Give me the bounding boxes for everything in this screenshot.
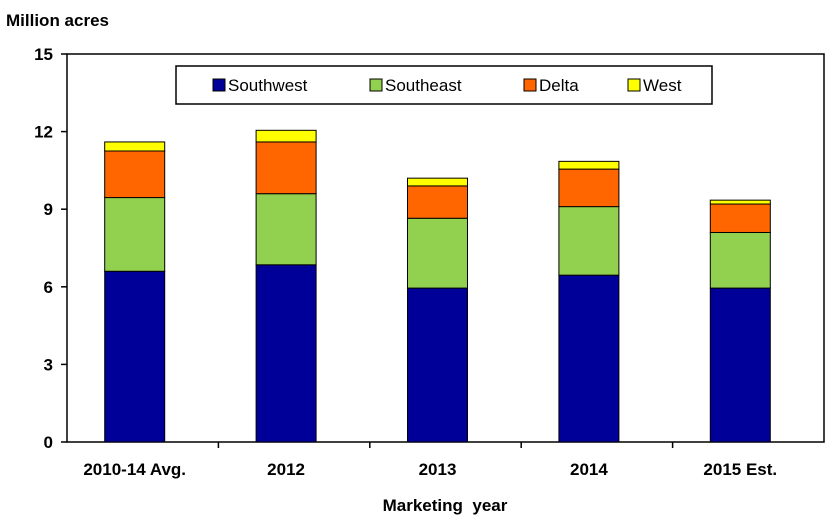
- x-tick-label: 2014: [570, 460, 608, 479]
- bar-segment-southeast: [558, 206, 620, 276]
- bar-segment-southwest: [407, 287, 468, 443]
- bar-segment-delta: [104, 150, 166, 199]
- y-axis-title: Million acres: [6, 11, 109, 30]
- bar-segment-west: [104, 141, 166, 152]
- legend-label-southeast: Southeast: [385, 76, 462, 95]
- y-tick-label: 0: [44, 433, 53, 452]
- bar-segment-southwest: [709, 287, 771, 443]
- bar-segment-delta: [558, 168, 620, 208]
- x-tick-label: 2015 Est.: [703, 460, 777, 479]
- bar-segment-southwest: [104, 270, 166, 443]
- bar-segment-west: [709, 199, 771, 205]
- y-tick-label: 9: [44, 200, 53, 219]
- bars-layer: [104, 129, 771, 443]
- y-axis-ticks: 0 3 6 9 12 15: [34, 45, 67, 452]
- legend-swatch-southeast: [369, 78, 383, 92]
- legend-swatch-delta: [523, 78, 537, 92]
- legend-label-delta: Delta: [539, 76, 579, 95]
- bar-segment-delta: [255, 141, 317, 195]
- x-tick-label: 2010-14 Avg.: [83, 460, 186, 479]
- legend-label-west: West: [643, 76, 682, 95]
- bar-segment-southwest: [558, 274, 620, 443]
- y-tick-label: 12: [34, 123, 53, 142]
- x-tick-label: 2013: [419, 460, 457, 479]
- bar-segment-southeast: [104, 197, 166, 272]
- x-axis-title: Marketing year: [383, 496, 508, 515]
- bar-segment-southeast: [255, 193, 317, 266]
- bar-segment-southeast: [709, 231, 771, 289]
- bar-segment-west: [407, 177, 468, 187]
- y-tick-label: 15: [34, 45, 53, 64]
- x-axis-ticks: 2010-14 Avg. 2012 2013 2014 2015 Est.: [83, 442, 777, 479]
- legend-swatch-southwest: [212, 78, 226, 92]
- bar-segment-west: [558, 160, 620, 170]
- bar-segment-southeast: [407, 217, 468, 289]
- bar-segment-west: [255, 129, 317, 143]
- bar-segment-delta: [407, 185, 468, 219]
- y-tick-label: 3: [44, 355, 53, 374]
- legend: Southwest Southeast Delta West: [175, 65, 713, 105]
- legend-label-southwest: Southwest: [228, 76, 308, 95]
- bar-segment-delta: [709, 203, 771, 233]
- bar-segment-southwest: [255, 264, 317, 443]
- x-tick-label: 2012: [267, 460, 305, 479]
- y-tick-label: 6: [44, 278, 53, 297]
- legend-box: [175, 65, 713, 105]
- legend-swatch-west: [627, 78, 641, 92]
